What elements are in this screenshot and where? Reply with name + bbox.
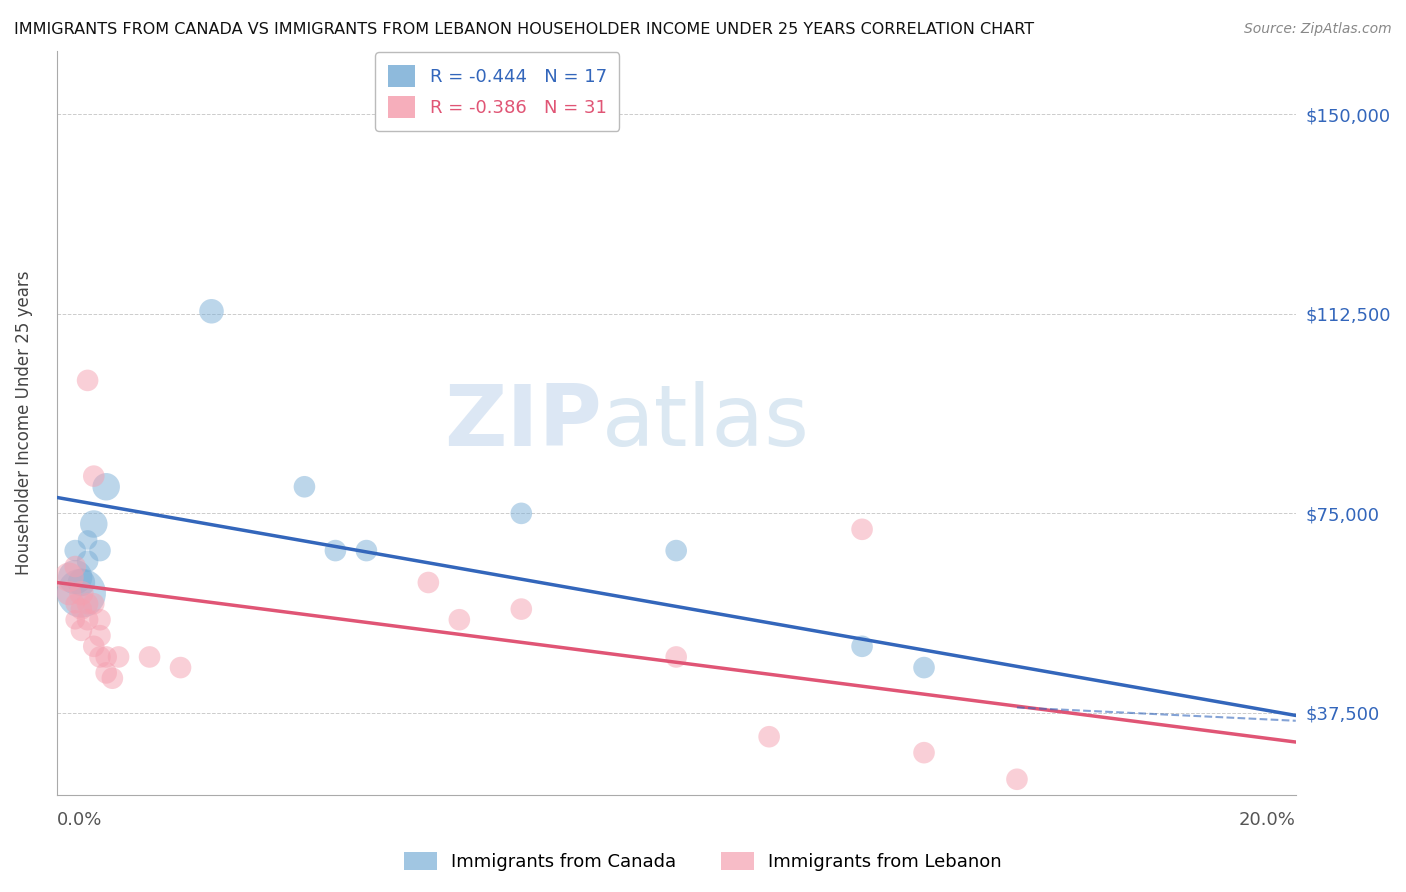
Point [63,570,86,584]
Y-axis label: Householder Income Under 25 years: Householder Income Under 25 years [15,270,32,575]
Text: atlas: atlas [602,382,810,465]
Point [89,649,111,664]
Point [96,665,118,680]
Point [70,586,93,600]
Point [83,640,105,654]
Point [83,597,105,611]
Point [76,373,98,387]
Point [325,543,347,558]
Legend: Immigrants from Canada, Immigrants from Lebanon: Immigrants from Canada, Immigrants from … [396,845,1010,879]
Point [76,554,98,568]
Point [200,304,222,318]
Point [58,570,80,584]
Point [96,480,118,494]
Point [83,469,105,483]
Point [665,649,688,664]
Point [76,613,98,627]
Point [58,586,80,600]
Point [63,559,86,574]
Point [70,624,93,638]
Text: Source: ZipAtlas.com: Source: ZipAtlas.com [1244,22,1392,37]
Point [510,507,533,521]
Point [665,543,688,558]
Point [63,597,86,611]
Point [851,522,873,536]
Point [89,613,111,627]
Point [70,586,93,600]
Point [449,613,471,627]
Point [138,649,160,664]
Point [912,660,935,674]
Point [76,597,98,611]
Point [101,671,124,685]
Point [356,543,378,558]
Text: ZIP: ZIP [444,382,602,465]
Point [169,660,191,674]
Point [96,649,118,664]
Legend: R = -0.444   N = 17, R = -0.386   N = 31: R = -0.444 N = 17, R = -0.386 N = 31 [375,53,620,130]
Point [1005,772,1028,787]
Point [89,629,111,643]
Point [418,575,440,590]
Point [70,575,93,590]
Point [70,602,93,616]
Point [758,730,780,744]
Point [851,640,873,654]
Text: IMMIGRANTS FROM CANADA VS IMMIGRANTS FROM LEBANON HOUSEHOLDER INCOME UNDER 25 YE: IMMIGRANTS FROM CANADA VS IMMIGRANTS FRO… [14,22,1035,37]
Text: 20.0%: 20.0% [1239,811,1296,830]
Point [89,543,111,558]
Point [76,533,98,547]
Point [63,613,86,627]
Point [107,649,129,664]
Point [510,602,533,616]
Point [63,543,86,558]
Text: 0.0%: 0.0% [56,811,103,830]
Point [83,516,105,531]
Point [294,480,316,494]
Point [912,746,935,760]
